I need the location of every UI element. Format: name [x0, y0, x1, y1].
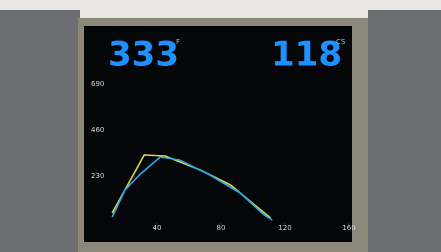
- readout-unit: F: [176, 38, 180, 46]
- x-tick-label: 160: [342, 224, 355, 232]
- x-tick-label: 120: [278, 224, 291, 232]
- readout-unit: CS: [336, 38, 346, 46]
- x-tick-label: 40: [153, 224, 162, 232]
- photo: 333 F 118 CS 230 460 690 40 80 120 160: [0, 0, 441, 252]
- y-tick-label: 230: [91, 172, 104, 180]
- y-tick-label: 690: [91, 80, 104, 88]
- y-tick-label: 460: [91, 126, 104, 134]
- left-panel: [0, 10, 80, 252]
- readout-value: 333: [108, 35, 179, 75]
- right-panel: [368, 10, 441, 252]
- readout-value: 118: [271, 35, 342, 75]
- x-tick-label: 80: [217, 224, 226, 232]
